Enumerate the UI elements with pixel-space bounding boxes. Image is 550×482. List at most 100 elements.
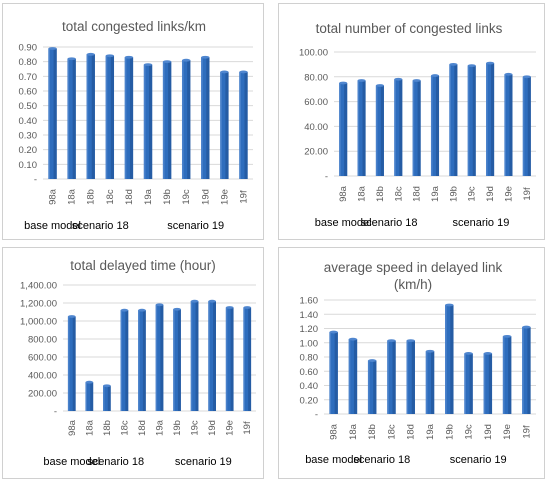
- x-tick-label: 19c: [464, 424, 475, 440]
- x-tick-label: 19f: [242, 421, 253, 435]
- chart-title: total delayed time (hour): [70, 258, 216, 273]
- x-tick-label: 18a: [357, 185, 368, 202]
- y-tick-label: 1,000.00: [20, 317, 57, 328]
- chart-number-congested-links: total number of congested links - 20.00 40.…: [299, 21, 536, 229]
- y-tick-label: 0.90: [19, 43, 38, 54]
- x-tick-label: 18d: [406, 424, 417, 440]
- x-tick-label: 19f: [521, 425, 532, 439]
- y-tick-label: 200.00: [28, 389, 57, 400]
- bar: [181, 58, 191, 180]
- x-tick-label: 19d: [483, 424, 494, 440]
- bar: [105, 54, 115, 179]
- y-tick-label: 0.20: [19, 145, 38, 156]
- x-tick-label: 19d: [200, 189, 211, 205]
- y-tick-label: 400.00: [28, 371, 57, 382]
- bar: [48, 47, 57, 179]
- bar: [522, 75, 531, 176]
- bar: [220, 70, 229, 179]
- y-tick-label: 0.40: [19, 116, 38, 127]
- x-tick-label: 19d: [485, 186, 496, 202]
- bar: [375, 84, 384, 176]
- x-tick-label: 18c: [105, 189, 116, 205]
- x-tick-label: 19e: [503, 186, 514, 202]
- bar: [155, 303, 164, 411]
- y-tick-label: -: [34, 175, 37, 186]
- x-tick-label: 19e: [219, 189, 230, 205]
- x-tick-label: 98a: [338, 185, 349, 202]
- y-tick-label: 0.80: [19, 57, 38, 68]
- group-label: base model: [24, 220, 81, 232]
- bar: [486, 61, 495, 176]
- bar: [339, 81, 348, 176]
- y-tick-label: -: [315, 410, 318, 421]
- group-label: scenario 19: [450, 454, 507, 466]
- y-tick-label: 0.70: [19, 72, 38, 83]
- bar: [467, 64, 476, 176]
- y-tick-label: 0.60: [19, 87, 38, 98]
- x-tick-label: 19b: [448, 186, 459, 202]
- bar: [464, 352, 473, 414]
- x-tick-label: 18a: [84, 419, 95, 436]
- y-tick-label: 1.20: [300, 324, 319, 335]
- bar: [138, 308, 146, 411]
- bar: [394, 77, 403, 176]
- x-tick-label: 18c: [119, 420, 130, 436]
- bar: [239, 70, 248, 179]
- y-tick-label: 0.50: [19, 101, 38, 112]
- group-label: scenario 18: [87, 456, 144, 468]
- y-tick-label: 0.40: [300, 381, 319, 392]
- x-tick-label: 18d: [137, 420, 148, 436]
- y-tick-label: 40.00: [304, 122, 328, 133]
- y-tick-label: 0.60: [300, 367, 319, 378]
- y-tick-label: -: [54, 407, 57, 418]
- x-tick-label: 19c: [190, 420, 201, 436]
- y-tick-label: 1.00: [300, 338, 319, 349]
- chart-average-speed: average speed in delayed link (km/h) - 0.20…: [300, 260, 536, 466]
- bar: [329, 330, 338, 414]
- x-tick-label: 18c: [393, 186, 404, 202]
- x-tick-label: 18b: [367, 424, 378, 440]
- x-tick-label: 18b: [86, 189, 97, 205]
- x-tick-label: 19b: [172, 420, 183, 436]
- group-label: scenario 18: [72, 220, 129, 232]
- x-tick-label: 19e: [225, 420, 236, 436]
- bar: [412, 79, 421, 176]
- chart-title: total congested links/km: [62, 19, 206, 34]
- y-tick-label: 0.20: [300, 395, 319, 406]
- x-tick-label: 19a: [425, 423, 436, 440]
- bar: [430, 74, 440, 176]
- bar: [103, 384, 111, 411]
- x-tick-label: 19c: [467, 186, 478, 202]
- group-label: scenario 19: [452, 217, 509, 229]
- x-tick-label: 19d: [207, 420, 218, 436]
- bar: [201, 55, 210, 180]
- y-tick-label: 800.00: [28, 335, 57, 346]
- chart-panel-average-speed: average speed in delayed link (km/h) - 0.20…: [278, 247, 545, 479]
- bar: [522, 325, 531, 414]
- bar: [143, 63, 153, 179]
- x-tick-label: 18a: [348, 423, 359, 440]
- y-tick-label: 1,200.00: [20, 299, 57, 310]
- y-tick-label: 0.80: [300, 353, 319, 364]
- group-label: base model: [315, 217, 372, 229]
- x-tick-label: 18a: [67, 188, 78, 205]
- x-tick-label: 98a: [48, 188, 59, 205]
- bar: [504, 72, 513, 176]
- x-tick-label: 19c: [181, 189, 192, 205]
- group-label: base model: [43, 456, 100, 468]
- bar: [387, 339, 396, 414]
- bar: [225, 306, 234, 411]
- chart-title: average speed in delayed link: [324, 260, 503, 275]
- x-tick-label: 19b: [444, 424, 455, 440]
- bar: [162, 60, 172, 179]
- bar: [483, 352, 493, 414]
- x-tick-label: 98a: [67, 419, 78, 436]
- bar: [243, 306, 252, 411]
- chart-panel-delayed-time: total delayed time (hour) - 200.00 400.00 60…: [2, 247, 264, 479]
- bar: [406, 339, 415, 414]
- group-label: base model: [305, 454, 362, 466]
- bar: [445, 303, 454, 414]
- bar: [367, 359, 377, 414]
- bar: [357, 79, 366, 176]
- bar: [120, 308, 129, 411]
